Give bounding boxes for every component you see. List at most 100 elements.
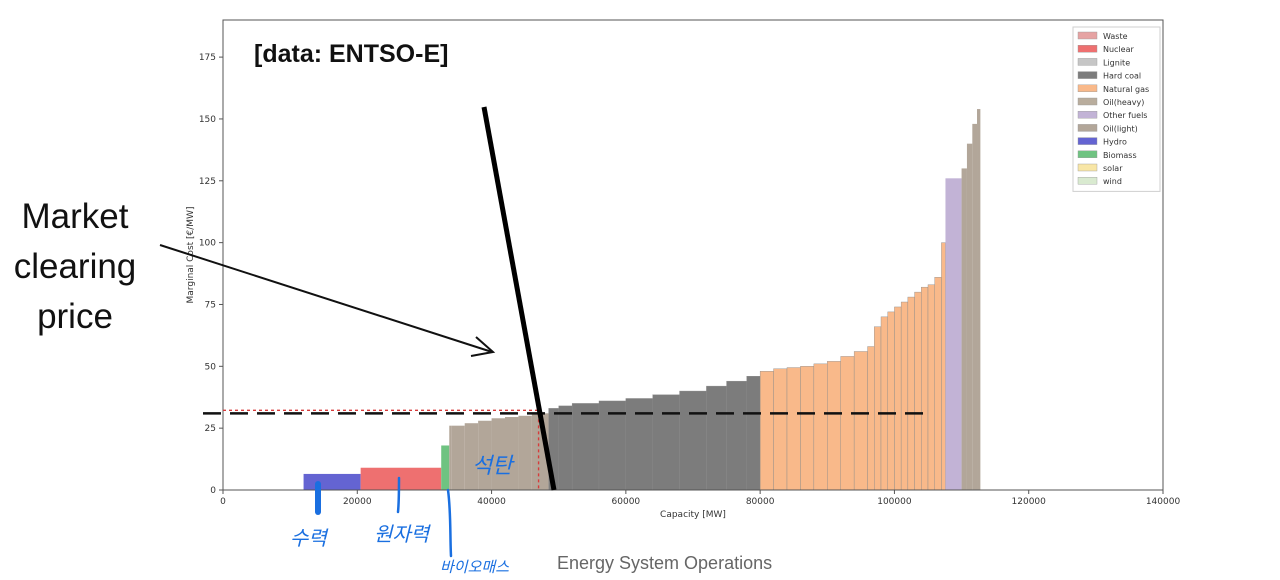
y-tick-label-0: 0 xyxy=(210,486,216,496)
bar-oil-light--8 xyxy=(505,417,519,490)
legend-swatch-oil-light- xyxy=(1077,124,1098,132)
plot-frame xyxy=(222,19,1164,491)
bar-natural-gas-36 xyxy=(914,291,922,491)
legend-label-oil-light-: Oil(light) xyxy=(1103,124,1138,133)
legend-swatch-biomass xyxy=(1077,150,1098,159)
y-tick-label-175: 175 xyxy=(199,53,216,63)
handwritten-mark-biomass xyxy=(446,488,453,558)
legend-swatch-natural-gas xyxy=(1077,84,1098,93)
legend-label-waste: Waste xyxy=(1103,32,1128,41)
bar-oil-light--6 xyxy=(478,420,492,490)
bar-oil-light--44 xyxy=(972,123,978,490)
handwritten-nuclear: 원자력 xyxy=(374,522,430,546)
legend-swatch-hard-coal xyxy=(1077,71,1098,79)
legend-label-hydro: Hydro xyxy=(1103,138,1127,147)
bar-natural-gas-34 xyxy=(900,301,909,491)
bar-other-fuels-41 xyxy=(945,178,962,490)
bar-oil-light--3 xyxy=(449,425,452,490)
legend-swatch-solar xyxy=(1077,163,1098,172)
y-tick-label-50: 50 xyxy=(205,362,217,372)
bar-natural-gas-28 xyxy=(853,351,868,491)
bar-natural-gas-30 xyxy=(874,326,882,491)
bar-natural-gas-25 xyxy=(813,363,828,491)
bar-oil-light--4 xyxy=(451,425,465,490)
bar-natural-gas-39 xyxy=(934,277,942,491)
legend-label-solar: solar xyxy=(1103,164,1123,173)
bar-hard-coal-13 xyxy=(571,403,600,491)
bar-hard-coal-19 xyxy=(726,380,747,491)
bar-natural-gas-26 xyxy=(827,361,841,491)
bar-natural-gas-24 xyxy=(800,366,815,491)
bar-hard-coal-18 xyxy=(706,385,727,491)
bar-oil-light--7 xyxy=(491,418,505,490)
x-axis-ticks: 0 20000 40000 60000 80000 100000 120000 140000 xyxy=(220,490,1180,507)
bar-oil-light--5 xyxy=(464,423,479,490)
x-tick-label-60000: 60000 xyxy=(612,497,641,507)
x-tick-label-140000: 140000 xyxy=(1146,497,1181,507)
bar-natural-gas-32 xyxy=(887,311,895,491)
x-tick-label-100000: 100000 xyxy=(877,497,912,507)
y-tick-label-125: 125 xyxy=(199,177,216,187)
legend-label-oil-heavy-: Oil(heavy) xyxy=(1103,98,1144,107)
data-source-label: [data: ENTSO-E] xyxy=(254,40,449,68)
bar-natural-gas-40 xyxy=(941,242,946,491)
handwritten-mark-nuclear xyxy=(396,476,401,514)
handwritten-gas: 석탄 xyxy=(472,454,513,479)
legend-swatch-wind xyxy=(1077,176,1098,185)
market-clearing-price-label: Market clearing price xyxy=(0,192,150,342)
bar-hard-coal-17 xyxy=(679,390,707,491)
bar-natural-gas-27 xyxy=(840,356,855,491)
legend-label-other-fuels: Other fuels xyxy=(1103,111,1147,120)
bar-oil-light--45 xyxy=(977,109,981,490)
legend-swatch-other-fuels xyxy=(1077,110,1098,119)
bar-oil-light--42 xyxy=(961,168,967,490)
bar-biomass-2 xyxy=(441,445,450,490)
bar-natural-gas-31 xyxy=(880,316,888,491)
bar-natural-gas-22 xyxy=(773,368,788,491)
callout-arrow xyxy=(159,244,496,357)
legend-label-natural-gas: Natural gas xyxy=(1103,85,1149,94)
x-tick-label-20000: 20000 xyxy=(343,497,372,507)
bar-hard-coal-16 xyxy=(652,394,680,491)
bar-natural-gas-21 xyxy=(759,371,774,491)
y-tick-label-25: 25 xyxy=(205,424,216,434)
x-tick-label-0: 0 xyxy=(220,497,226,507)
y-tick-label-100: 100 xyxy=(199,239,216,249)
bar-natural-gas-29 xyxy=(867,346,875,491)
bar-natural-gas-35 xyxy=(907,296,915,491)
bar-natural-gas-33 xyxy=(894,306,902,491)
demand-line xyxy=(481,106,557,491)
legend-label-lignite: Lignite xyxy=(1103,58,1130,67)
bar-hard-coal-12 xyxy=(558,405,573,491)
x-tick-label-40000: 40000 xyxy=(477,497,506,507)
legend-swatch-nuclear xyxy=(1077,45,1098,53)
legend-swatch-lignite xyxy=(1077,58,1098,66)
legend-swatch-waste xyxy=(1077,31,1098,40)
bar-natural-gas-23 xyxy=(786,367,801,491)
y-tick-label-150: 150 xyxy=(199,115,216,125)
legend-swatch-oil-heavy- xyxy=(1077,97,1098,106)
plot-bars xyxy=(303,109,981,491)
footer-title: Energy System Operations xyxy=(557,553,773,573)
x-axis-label: Capacity [MW] xyxy=(660,510,726,520)
bar-nuclear-1 xyxy=(360,467,442,490)
legend-label-nuclear: Nuclear xyxy=(1103,45,1135,54)
bar-oil-light--9 xyxy=(518,415,532,490)
handwritten-hydro: 수력 xyxy=(290,526,327,550)
x-tick-label-120000: 120000 xyxy=(1012,497,1047,507)
x-tick-label-80000: 80000 xyxy=(746,497,775,507)
legend: Waste Nuclear Lignite Hard coal Natural gas O… xyxy=(1072,26,1161,192)
legend-swatch-hydro xyxy=(1077,137,1098,145)
y-tick-label-75: 75 xyxy=(205,300,216,310)
bar-oil-light--43 xyxy=(966,143,973,490)
bar-hard-coal-20 xyxy=(746,376,761,491)
legend-label-biomass: Biomass xyxy=(1103,151,1137,160)
bar-natural-gas-37 xyxy=(921,286,929,491)
handwritten-biomass: 바이오매스 xyxy=(440,558,510,576)
legend-label-hard-coal: Hard coal xyxy=(1103,72,1141,81)
bar-hydro-0 xyxy=(303,473,361,490)
y-axis-ticks: 0 25 50 75 100 125 150 175 xyxy=(199,53,223,496)
bar-natural-gas-38 xyxy=(927,284,935,491)
market-clearing-label-text: Market clearing price xyxy=(13,197,137,336)
